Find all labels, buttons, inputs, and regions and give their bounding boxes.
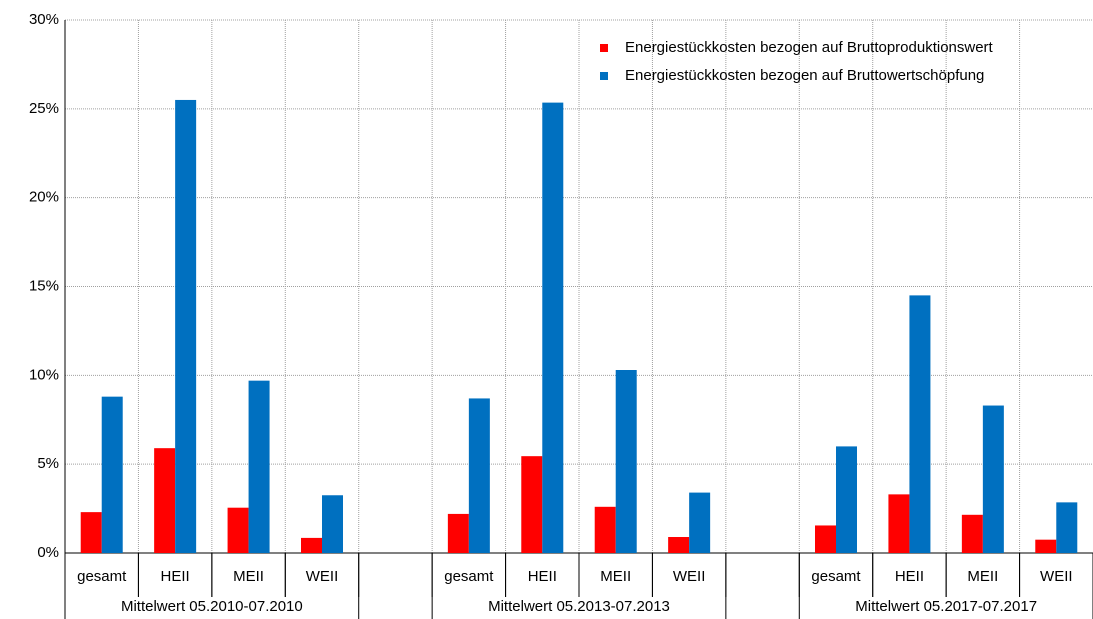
y-tick-label: 5% (37, 455, 59, 472)
bar (668, 537, 690, 553)
x-tick-label: HEII (895, 568, 924, 585)
group-label: Mittelwert 05.2010-07.2010 (121, 598, 303, 615)
bar (836, 446, 857, 553)
x-tick-label: gesamt (811, 568, 861, 585)
x-tick-label: HEII (528, 568, 557, 585)
bar (982, 405, 1004, 553)
bar (888, 494, 910, 553)
bar (154, 448, 176, 553)
group-label: Mittelwert 05.2013-07.2013 (488, 598, 670, 615)
bar (961, 514, 983, 553)
y-tick-label: 25% (29, 100, 59, 117)
x-tick-label: MEII (967, 568, 998, 585)
bar (301, 537, 322, 553)
bar (101, 396, 123, 553)
x-tick-label: MEII (233, 568, 264, 585)
y-tick-label: 30% (29, 11, 59, 28)
bar (227, 507, 249, 553)
legend-label: Energiestückkosten bezogen auf Bruttower… (625, 67, 984, 84)
bar (615, 370, 637, 553)
y-tick-label: 20% (29, 189, 59, 206)
x-tick-label: WEII (673, 568, 706, 585)
bar (447, 513, 469, 553)
bar (248, 380, 270, 553)
bar (594, 506, 616, 553)
x-tick-label: MEII (600, 568, 631, 585)
x-tick-label: WEII (1040, 568, 1073, 585)
bar (1035, 539, 1057, 553)
legend-swatch (600, 44, 608, 52)
x-tick-label: HEII (161, 568, 190, 585)
x-tick-label: gesamt (444, 568, 494, 585)
bar (175, 99, 197, 553)
legend-swatch (600, 72, 608, 80)
y-tick-label: 0% (37, 544, 59, 561)
x-tick-label: WEII (306, 568, 339, 585)
bar (689, 492, 711, 553)
bar (815, 525, 836, 553)
bar (80, 512, 102, 553)
bar (521, 456, 543, 553)
bar (322, 495, 343, 553)
y-tick-label: 15% (29, 277, 59, 294)
bar (909, 295, 931, 553)
x-tick-label: gesamt (77, 568, 127, 585)
bar (468, 398, 490, 553)
group-label: Mittelwert 05.2017-07.2017 (855, 598, 1037, 615)
bar (1056, 502, 1078, 553)
legend-label: Energiestückkosten bezogen auf Bruttopro… (625, 39, 994, 56)
y-tick-label: 10% (29, 366, 59, 383)
bar (542, 102, 564, 554)
